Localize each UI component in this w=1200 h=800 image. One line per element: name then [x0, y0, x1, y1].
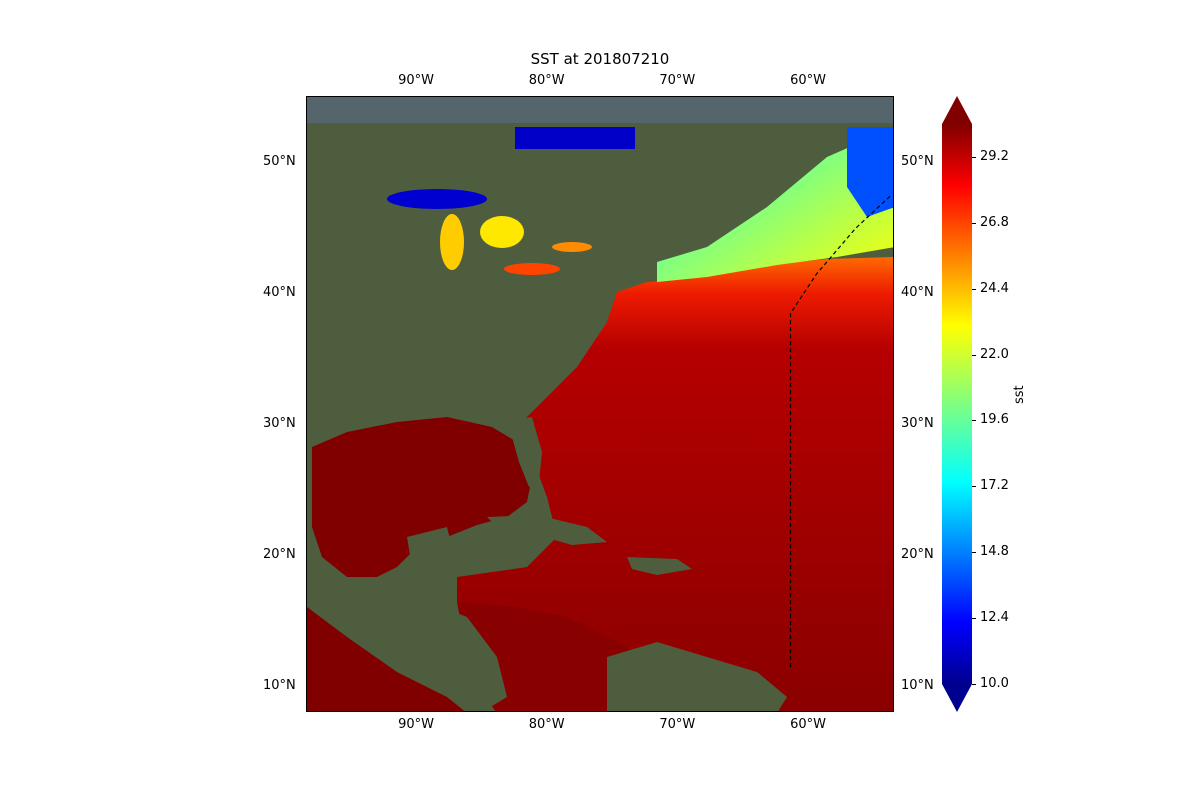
florida-land: [502, 417, 542, 487]
lake-superior: [387, 189, 487, 209]
colorbar-extend-min: [942, 684, 972, 712]
lat-tick-label-right: 50°N: [901, 153, 934, 169]
hudson-bay-area: [307, 97, 893, 123]
lon-tick-label-top: 70°W: [659, 73, 696, 88]
colorbar: [942, 96, 972, 712]
lake-huron: [480, 216, 524, 248]
colorbar-tick-mark: [972, 354, 976, 356]
lat-tick-label-right: 10°N: [901, 677, 934, 693]
lat-tick-label-left: 20°N: [263, 546, 296, 562]
colorbar-label: sst: [1012, 385, 1027, 404]
pacific-ocean: [307, 607, 465, 711]
colorbar-tick-label: 12.4: [980, 610, 1009, 626]
colorbar-tick-mark: [972, 552, 976, 554]
colorbar-tick-label: 24.4: [980, 280, 1009, 296]
lat-tick-label-left: 50°N: [263, 153, 296, 169]
lat-tick-label-left: 10°N: [263, 677, 296, 693]
lon-tick-label-bottom: 80°W: [528, 717, 565, 732]
lon-tick-label-bottom: 70°W: [659, 717, 696, 732]
south-america-land: [607, 642, 787, 711]
lat-tick-label-left: 30°N: [263, 415, 296, 431]
colorbar-tick-label: 26.8: [980, 214, 1009, 230]
yucatan-land: [407, 527, 457, 577]
map-canvas: [307, 97, 893, 711]
gulf-of-st-lawrence-water: [657, 127, 893, 282]
lat-tick-label-left: 40°N: [263, 284, 296, 300]
lon-tick-label-bottom: 60°W: [790, 717, 826, 732]
gulf-of-mexico: [312, 417, 532, 577]
atlantic-ocean: [457, 257, 893, 711]
lon-tick-label-bottom: 90°W: [398, 717, 434, 732]
colorbar-gradient: [942, 124, 972, 684]
colorbar-tick-mark: [972, 618, 976, 620]
lake-michigan: [440, 214, 464, 270]
central-america-land: [307, 577, 507, 709]
colorbar-tick-label: 10.0: [980, 676, 1009, 691]
lat-tick-label-right: 20°N: [901, 546, 934, 562]
hispaniola-land: [627, 557, 692, 575]
colorbar-tick-label: 14.8: [980, 544, 1009, 560]
colorbar-tick-label: 17.2: [980, 478, 1009, 494]
colorbar-extend-max: [942, 96, 972, 124]
hudson-bay-water: [515, 127, 635, 149]
colorbar-tick-mark: [972, 420, 976, 422]
colorbar-tick-mark: [972, 288, 976, 290]
storm-track-line: [789, 194, 892, 668]
colorbar-tick-mark: [972, 156, 976, 158]
labrador-sea-cold-water: [847, 127, 893, 217]
map-title: SST at 201807210: [530, 50, 670, 68]
lat-tick-label-right: 30°N: [901, 415, 934, 431]
colorbar-tick-mark: [972, 486, 976, 488]
lon-tick-label-top: 90°W: [398, 73, 434, 88]
colorbar-tick-mark: [972, 684, 976, 685]
colorbar-tick-label: 22.0: [980, 346, 1009, 362]
colorbar-tick-label: 29.2: [980, 148, 1009, 164]
lat-tick-label-right: 40°N: [901, 284, 934, 300]
cuba-land: [487, 515, 607, 545]
lon-tick-label-top: 80°W: [528, 73, 565, 88]
lake-erie: [504, 263, 560, 275]
lake-ontario: [552, 242, 592, 252]
colorbar-tick-label: 19.6: [980, 412, 1009, 428]
colorbar-tick-mark: [972, 222, 976, 224]
lon-tick-label-top: 60°W: [790, 73, 826, 88]
sst-map: [306, 96, 894, 712]
